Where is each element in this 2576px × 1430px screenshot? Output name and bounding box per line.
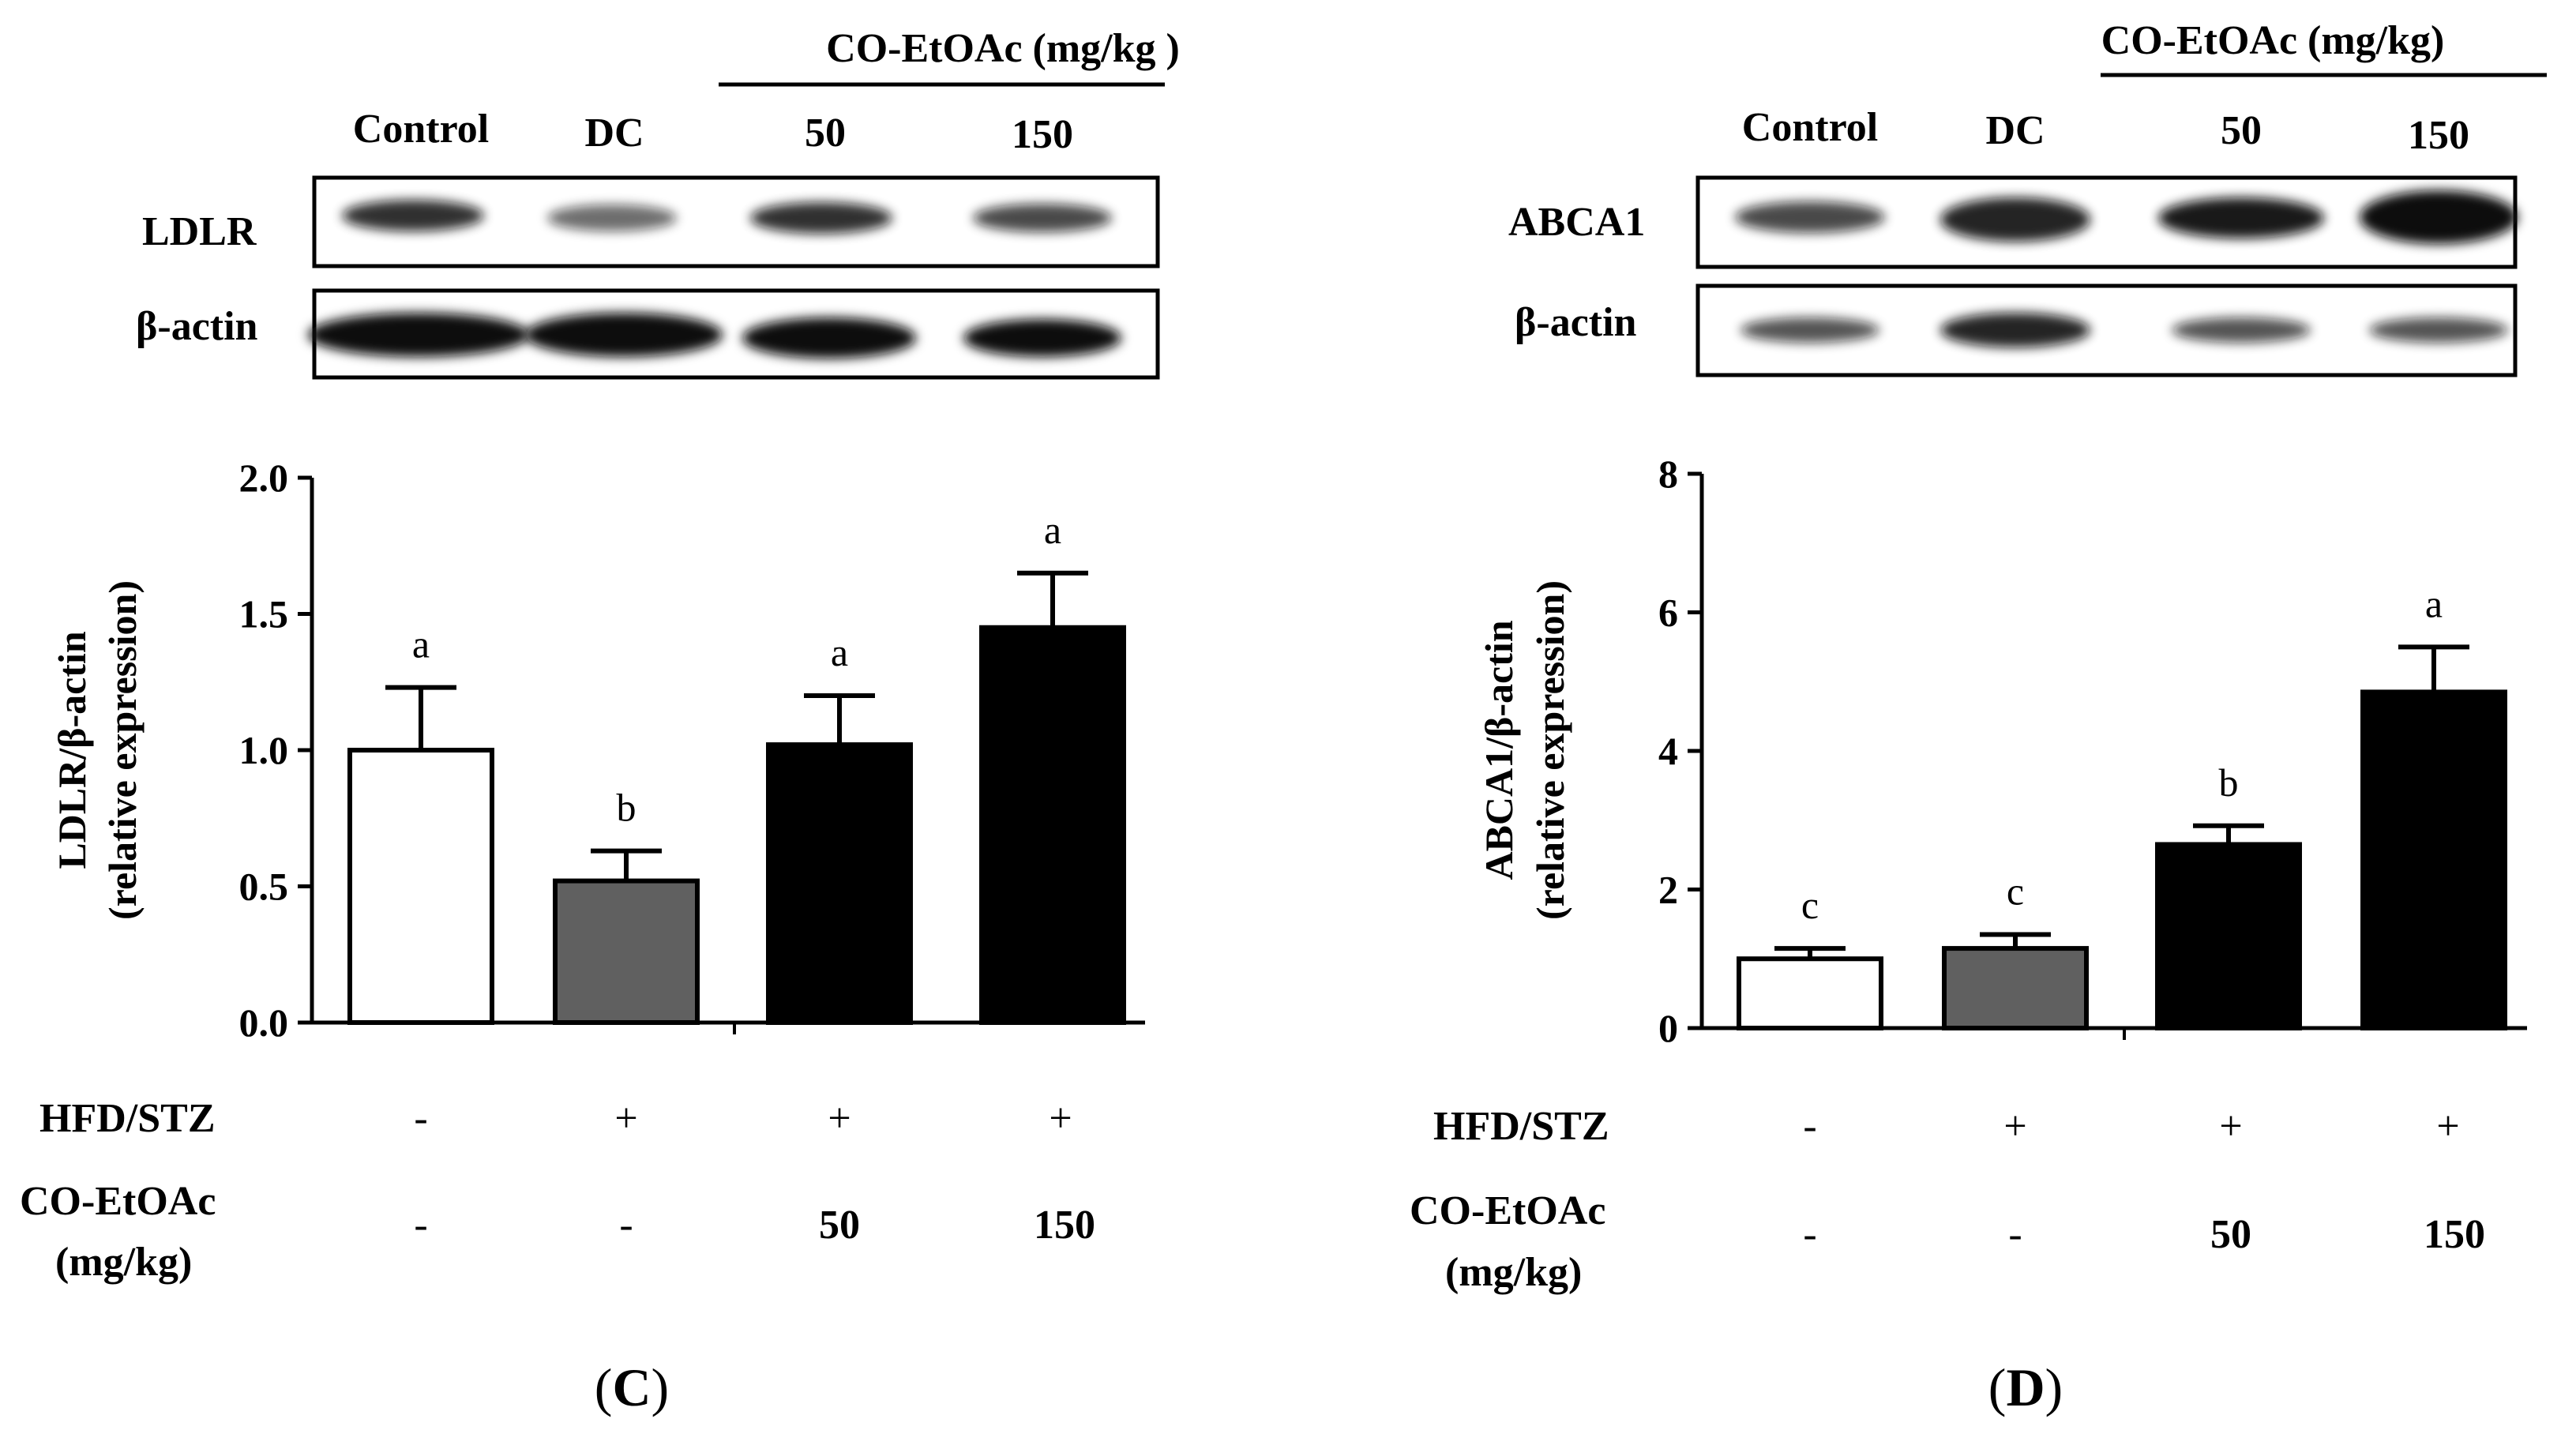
lane-label-dc-d: DC [1985,108,2045,153]
lane-label-50-c: 50 [805,111,846,156]
blot-control-label-d: β-actin [1515,300,1637,345]
panel-c: CO-EtOAc (mg/kg ) Control DC 50 150 LDLR… [20,26,1180,1417]
y-tick-label: 6 [1658,591,1678,635]
bar [766,742,913,1025]
significance-letter: c [1801,883,1819,927]
bars-d: c c b a [1737,581,2507,1031]
condition-row2-cell: 50 [819,1203,860,1248]
bar [2360,689,2507,1030]
condition-row1-label-c: HFD/STZ [39,1096,216,1141]
blot-band [1940,197,2090,242]
y-ticks-c: 0.0 0.5 1.0 1.5 2.0 [239,456,312,1045]
blot-header-d: CO-EtOAc (mg/kg) [2101,18,2445,63]
blot-band [2369,317,2508,343]
y-axis-label-d-line1: ABCA1/β-actin [1477,620,1521,880]
y-ticks-d: 0 2 4 6 8 [1658,452,1702,1050]
blot-band [1940,313,2090,347]
significance-letter: b [2219,760,2239,805]
blot-band [973,204,1112,232]
blot-target-label-d: ABCA1 [1508,200,1645,245]
conditions-table-d: HFD/STZ - + + + CO-EtOAc (mg/kg) - - 50 … [1410,1104,2485,1295]
bar [347,748,494,1025]
significance-letter: a [1044,508,1061,552]
y-tick-label: 0.5 [239,865,289,909]
panel-caption-d: (D) [1988,1357,2063,1417]
y-tick-label: 0 [1658,1006,1678,1050]
condition-row2-cell: - [619,1203,633,1248]
condition-row2-cell: 50 [2210,1212,2251,1257]
bar-chart-c: 0.0 0.5 1.0 1.5 2.0 a b a a LDLR/β-actin (relat… [50,456,1145,1045]
blot-band [308,313,529,357]
y-tick-label: 1.5 [239,592,289,636]
condition-row1-cell: + [2436,1104,2459,1149]
condition-row1-label-d: HFD/STZ [1433,1104,1609,1149]
lane-label-50-d: 50 [2221,108,2262,153]
significance-letter: a [831,630,848,674]
y-tick-label: 1.0 [239,728,289,772]
blot-band [2172,317,2311,343]
y-tick-label: 8 [1658,452,1678,496]
blot-band [2360,190,2518,244]
y-axis-label-c-line1: LDLR/β-actin [50,631,94,869]
lane-label-150-c: 150 [1012,112,1073,157]
condition-row1-cell: + [828,1096,851,1141]
condition-row2-cell: - [1803,1212,1816,1257]
condition-row2-cell: 150 [2424,1212,2485,1257]
lane-label-150-d: 150 [2408,113,2469,158]
y-tick-label: 4 [1658,729,1678,773]
blot-band [1740,317,1879,343]
condition-row1-cell: - [1803,1104,1816,1149]
bar [979,625,1126,1025]
y-tick-label: 2 [1658,868,1678,912]
panel-caption-c: (C) [595,1357,669,1417]
bar [1737,956,1883,1030]
significance-letter: b [617,786,636,830]
blot-band [750,202,892,234]
condition-row1-cell: - [414,1096,427,1141]
condition-row1-cell: + [614,1096,637,1141]
conditions-table-c: HFD/STZ - + + + CO-EtOAc (mg/kg) - - 50 … [20,1096,1095,1285]
blot-band [525,313,723,357]
condition-row2-label-c-line1: CO-EtOAc [20,1179,216,1224]
blot-target-label-c: LDLR [142,209,257,254]
lane-label-dc-c: DC [584,111,644,156]
blot-bands-control-c [308,313,1121,358]
bars-c: a b a a [347,508,1126,1025]
y-tick-label: 2.0 [239,456,289,500]
condition-row2-cell: - [414,1203,427,1248]
condition-row1-cell: + [2219,1104,2242,1149]
condition-row2-label-c-line2: (mg/kg) [55,1240,192,1285]
blot-bands-target-c [342,200,1112,234]
blot-band [547,205,677,231]
lane-label-control-d: Control [1742,105,1878,150]
blot-band [342,200,484,231]
blot-band [1735,201,1885,233]
condition-row1-cell: + [1049,1096,1072,1141]
y-axis-label-c-line2: (relative expression) [100,580,145,920]
bar [553,878,700,1025]
blot-band [742,317,916,358]
significance-letter: c [2007,869,2024,914]
condition-row1-cell: + [2003,1104,2026,1149]
y-axis-label-d-line2: (relative expression) [1528,580,1572,920]
panel-d: CO-EtOAc (mg/kg) Control DC 50 150 ABCA1… [1410,18,2547,1417]
blot-bands-control-d [1740,313,2508,347]
condition-row2-cell: - [2008,1212,2022,1257]
blot-band [2158,197,2324,238]
y-tick-label: 0.0 [239,1000,289,1045]
lane-label-control-c: Control [353,107,489,152]
bar [2155,842,2302,1031]
condition-row2-cell: 150 [1034,1203,1095,1248]
condition-row2-label-d-line1: CO-EtOAc [1410,1188,1605,1233]
blot-bands-target-d [1735,190,2518,244]
blot-band [963,319,1121,357]
condition-row2-label-d-line2: (mg/kg) [1445,1250,1582,1295]
significance-letter: a [2425,581,2443,625]
bar-chart-d: 0 2 4 6 8 c c b a ABCA1/β-actin (relative expre… [1477,452,2527,1050]
blot-control-label-c: β-actin [136,304,258,349]
bar [1942,946,2089,1031]
significance-letter: a [412,622,430,666]
blot-header-c: CO-EtOAc (mg/kg ) [826,26,1180,71]
